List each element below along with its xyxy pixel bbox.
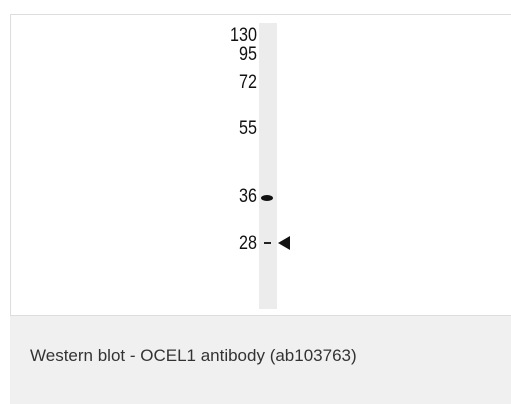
marker-label: 72 xyxy=(239,71,257,93)
marker-label: 28 xyxy=(239,232,257,254)
marker-label: 95 xyxy=(239,43,257,65)
page: 1309572553628 Western blot - OCEL1 antib… xyxy=(0,0,511,404)
caption-area: Western blot - OCEL1 antibody (ab103763) xyxy=(10,316,511,404)
marker-label: 55 xyxy=(239,117,257,139)
arrowhead xyxy=(278,236,290,250)
lane xyxy=(259,23,277,309)
band xyxy=(261,195,273,201)
marker-label: 36 xyxy=(239,185,257,207)
caption: Western blot - OCEL1 antibody (ab103763) xyxy=(30,346,357,366)
band-faint xyxy=(264,242,271,244)
